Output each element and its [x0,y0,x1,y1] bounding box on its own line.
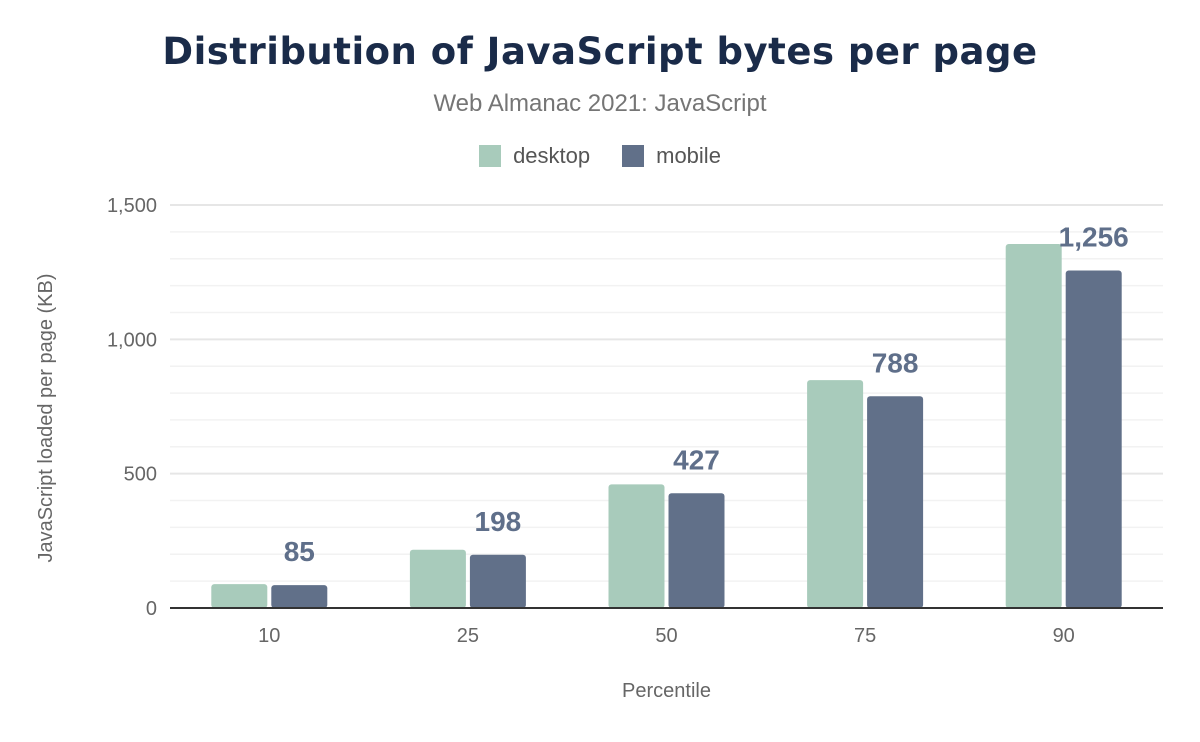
legend-label-mobile: mobile [656,143,721,168]
data-label: 198 [475,506,522,537]
legend-swatch-desktop [479,145,502,167]
bar-mobile [867,396,924,608]
x-tick-label: 75 [854,625,876,647]
bar-desktop [211,584,268,608]
y-tick-label: 1,000 [107,329,157,351]
data-label: 1,256 [1059,222,1129,253]
x-tick-label: 90 [1053,625,1075,647]
legend-label-desktop: desktop [513,143,591,168]
y-axis-title: JavaScript loaded per page (KB) [35,273,57,562]
y-tick-label: 500 [124,464,157,486]
chart-subtitle: Web Almanac 2021: JavaScript [433,90,767,117]
bar-desktop [1005,243,1062,608]
legend-swatch-mobile [622,145,645,167]
data-label: 788 [872,347,919,378]
bar-mobile [469,554,526,608]
bar-mobile [668,493,725,608]
bar-mobile [1065,270,1122,608]
y-tick-label: 1,500 [107,195,157,217]
chart-title: Distribution of JavaScript bytes per pag… [162,30,1038,73]
bar-desktop [608,484,665,608]
legend-item-desktop[interactable]: desktop [479,143,590,169]
x-axis-title: Percentile [622,680,711,702]
data-label: 85 [284,536,315,567]
legend-item-mobile[interactable]: mobile [622,143,721,169]
bar-desktop [807,380,864,608]
x-tick-label: 50 [655,625,677,647]
bar-desktop [409,549,466,608]
x-tick-label: 10 [258,625,280,647]
y-tick-label: 0 [146,598,157,620]
x-tick-label: 25 [457,625,479,647]
data-label: 427 [673,444,720,475]
bar-mobile [271,585,328,608]
legend: desktop mobile [0,143,1200,169]
